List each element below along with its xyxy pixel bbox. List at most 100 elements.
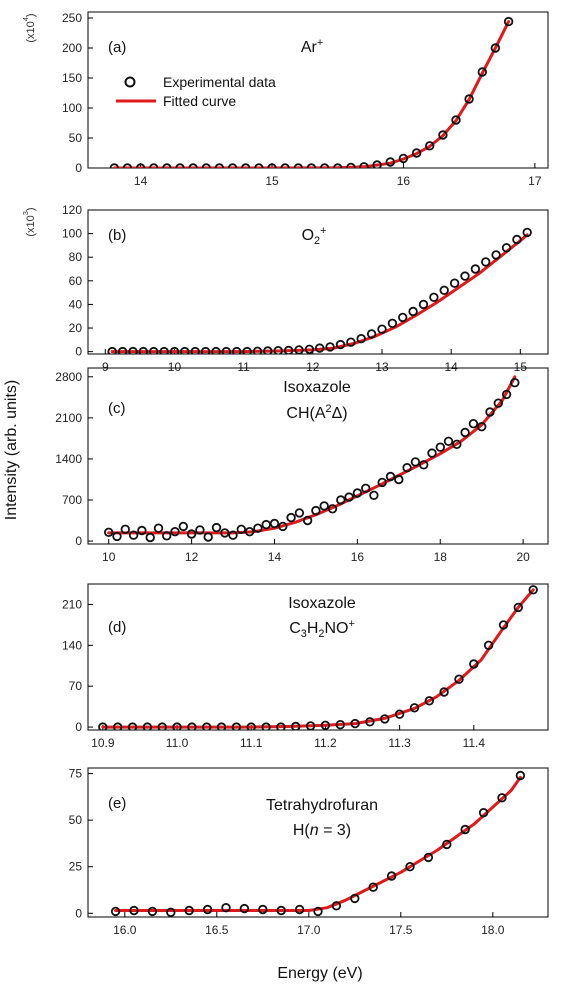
data-point (258, 904, 268, 915)
data-point (439, 285, 449, 295)
axis-multiplier: (x103) (21, 207, 37, 236)
x-tick-label: 17.5 (389, 923, 413, 937)
data-point (178, 521, 188, 532)
data-point (327, 504, 338, 514)
data-point (405, 862, 415, 872)
data-point (460, 824, 470, 835)
data-point (269, 518, 280, 529)
data-point (236, 524, 246, 534)
data-point (361, 483, 371, 493)
chart-panel: 0 50 100 150 200 250 14 15 16 17 (a) Ar+ (x104) Exper… (21, 11, 549, 188)
data-point (429, 292, 439, 302)
plot-frame (87, 583, 549, 731)
data-point (498, 620, 509, 630)
data-point (195, 525, 205, 535)
x-tick-label: 18.0 (481, 923, 505, 937)
data-point (129, 905, 139, 916)
data-point (170, 527, 180, 537)
data-point (515, 770, 526, 781)
x-tick-label: 18 (434, 550, 448, 564)
data-point (493, 398, 503, 408)
y-tick-label: 2800 (55, 370, 82, 384)
species-sublabel: CH(A2Δ) (286, 403, 347, 422)
chart-panel: 0 25 50 75 16.0 16.5 17.0 17.5 18.0 (e) Tetrahydro… (69, 767, 549, 937)
species-sublabel: H(n = 3) (293, 822, 351, 839)
x-tick-label: 14 (134, 174, 148, 188)
data-point (386, 871, 397, 881)
data-point (138, 346, 148, 354)
y-tick-label: 700 (62, 493, 82, 507)
data-point (313, 906, 323, 917)
x-axis-title: Energy (eV) (277, 965, 362, 982)
data-point (241, 163, 251, 168)
y-tick-label: 140 (62, 638, 82, 652)
x-tick-label: 13 (375, 360, 389, 374)
data-point (350, 893, 360, 904)
data-point (128, 346, 138, 354)
plot-frame (87, 11, 549, 169)
x-tick-label: 17 (528, 174, 542, 188)
chart-panel: 0 20 40 60 80 100 120 9 10 11 12 13 14 15 (b) O2+ (x103) (21, 203, 549, 374)
data-point (449, 278, 460, 288)
data-point (221, 903, 231, 913)
data-point (460, 271, 470, 281)
panel-label: (d) (108, 619, 126, 636)
data-point (242, 346, 252, 354)
data-point (485, 407, 495, 417)
data-point (187, 722, 197, 730)
y-tick-label: 50 (69, 131, 83, 145)
y-tick-label: 80 (69, 250, 83, 264)
data-point (294, 345, 304, 354)
data-point (469, 659, 479, 669)
x-tick-label: 15 (265, 174, 279, 188)
data-point (103, 527, 114, 537)
data-point (211, 346, 221, 354)
data-point (510, 378, 520, 388)
data-point (291, 721, 301, 730)
data-point (263, 346, 273, 354)
x-tick-label: 10 (102, 550, 116, 564)
x-tick-label: 10 (168, 360, 182, 374)
data-point (481, 257, 491, 267)
y-tick-label: 100 (62, 101, 82, 115)
data-point (468, 419, 479, 429)
data-point (216, 722, 227, 730)
data-point (470, 264, 481, 274)
x-tick-label: 11.1 (240, 736, 263, 750)
data-point (483, 640, 494, 650)
data-point (98, 722, 108, 730)
x-tick-label: 11.2 (314, 736, 337, 750)
x-tick-label: 15 (514, 360, 528, 374)
data-point (380, 714, 390, 724)
data-point (477, 422, 487, 432)
data-point (169, 346, 180, 354)
plot-area (109, 16, 514, 168)
x-tick-label: 20 (516, 550, 530, 564)
data-point (501, 389, 512, 400)
data-point (261, 722, 271, 730)
data-point (293, 163, 303, 168)
x-tick-label: 10.9 (91, 736, 115, 750)
data-point (117, 346, 128, 354)
data-point (320, 720, 331, 730)
data-point (246, 722, 256, 730)
data-point (305, 721, 316, 730)
data-point (427, 448, 437, 458)
data-point (315, 343, 325, 353)
data-point (460, 427, 470, 438)
data-point (231, 722, 242, 730)
data-point (325, 342, 335, 352)
data-point (261, 519, 271, 530)
data-point (512, 234, 522, 245)
data-point (419, 460, 429, 470)
data-point (109, 163, 119, 168)
y-tick-label: 150 (62, 71, 82, 85)
data-point (311, 505, 321, 516)
data-point (366, 329, 377, 339)
data-point (120, 524, 130, 534)
data-point (377, 477, 387, 488)
data-point (503, 16, 514, 27)
plot-area (98, 585, 538, 730)
data-point (331, 901, 342, 911)
